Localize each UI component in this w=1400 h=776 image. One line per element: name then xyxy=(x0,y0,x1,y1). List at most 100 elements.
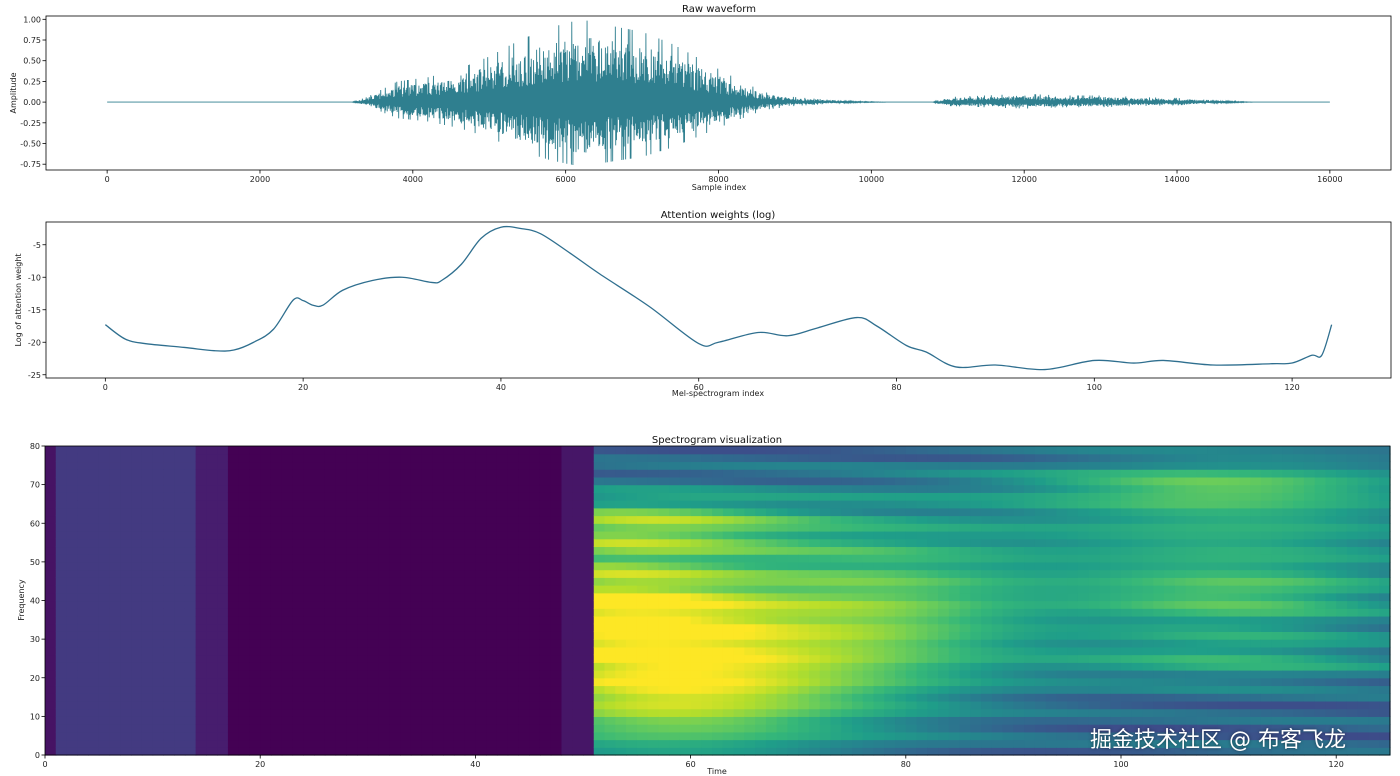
spectrogram-cell xyxy=(959,592,971,602)
spectrogram-cell xyxy=(1067,453,1079,463)
spectrogram-cell xyxy=(1088,538,1101,548)
spectrogram-cell xyxy=(690,631,702,640)
spectrogram-cell xyxy=(593,585,606,594)
spectrogram-cell xyxy=(862,608,875,617)
spectrogram-cell xyxy=(1088,731,1101,741)
spectrogram-cell xyxy=(636,747,649,756)
spectrogram-cell xyxy=(927,731,939,741)
spectrogram-cell xyxy=(496,461,509,470)
spectrogram-cell xyxy=(45,646,57,656)
spectrogram-cell xyxy=(1346,615,1359,625)
spectrogram-cell xyxy=(98,677,111,687)
spectrogram-cell xyxy=(830,708,842,717)
spectrogram-cell xyxy=(98,569,111,578)
spectrogram-cell xyxy=(991,708,1004,717)
spectrogram-cell xyxy=(1314,747,1327,756)
spectrogram-cell xyxy=(679,484,692,493)
spectrogram-cell xyxy=(238,446,251,455)
spectrogram-cell xyxy=(583,500,595,509)
spectrogram-cell xyxy=(755,654,767,663)
spectrogram-cell xyxy=(475,670,487,679)
spectrogram-cell xyxy=(755,600,767,609)
spectrogram-cell xyxy=(1099,554,1111,563)
spectrogram-cell xyxy=(765,500,778,509)
spectrogram-cell xyxy=(303,662,315,671)
spectrogram-cell xyxy=(357,476,369,486)
spectrogram-cell xyxy=(776,646,789,656)
spectrogram-cell xyxy=(905,747,918,756)
spectrogram-cell xyxy=(1164,639,1176,648)
spectrogram-cell xyxy=(873,700,885,710)
spectrogram-cell xyxy=(808,700,821,710)
spectrogram-cell xyxy=(604,654,616,663)
spectrogram-cell xyxy=(1196,739,1208,748)
spectrogram-cell xyxy=(496,538,509,548)
spectrogram-cell xyxy=(217,646,229,656)
spectrogram-cell xyxy=(1250,461,1262,470)
spectrogram-cell xyxy=(1260,700,1273,710)
spectrogram-cell xyxy=(281,747,294,756)
spectrogram-cell xyxy=(852,623,864,632)
spectrogram-cell xyxy=(421,700,433,710)
spectrogram-cell xyxy=(1099,492,1111,501)
spectrogram-cell xyxy=(550,685,563,694)
spectrogram-cell xyxy=(45,577,57,586)
spectrogram-cell xyxy=(819,546,832,555)
spectrogram-cell xyxy=(690,646,702,656)
spectrogram-cell xyxy=(1357,546,1370,555)
spectrogram-cell xyxy=(249,577,261,586)
spectrogram-cell xyxy=(367,585,380,594)
spectrogram-cell xyxy=(529,731,541,741)
spectrogram-cell xyxy=(722,492,735,501)
spectrogram-cell xyxy=(1153,693,1165,702)
spectrogram-cell xyxy=(852,561,864,571)
spectrogram-cell xyxy=(938,654,950,663)
spectrogram-cell xyxy=(335,530,347,540)
spectrogram-cell xyxy=(679,577,692,586)
spectrogram-cell xyxy=(733,677,745,687)
spectrogram-cell xyxy=(895,631,907,640)
spectrogram-cell xyxy=(410,530,423,540)
spectrogram-cell xyxy=(970,484,982,493)
spectrogram-cell xyxy=(1034,484,1047,493)
spectrogram-cell xyxy=(991,577,1004,586)
spectrogram-cell xyxy=(453,492,466,501)
spectrogram-cell xyxy=(712,731,724,741)
spectrogram-cell xyxy=(281,446,294,455)
spectrogram-cell xyxy=(701,469,713,478)
spectrogram-cell xyxy=(1099,615,1111,625)
spectrogram-cell xyxy=(895,515,907,524)
spectrogram-cell xyxy=(238,507,251,517)
spectrogram-cell xyxy=(1024,716,1036,725)
spectrogram-cell xyxy=(1034,446,1047,455)
spectrogram-cell xyxy=(270,631,283,640)
spectrogram-cell xyxy=(109,646,121,656)
spectrogram-cell xyxy=(626,646,638,656)
spectrogram-cell xyxy=(217,530,229,540)
spectrogram-cell xyxy=(131,492,143,501)
spectrogram-cell xyxy=(841,600,853,609)
spectrogram-cell xyxy=(615,600,627,609)
spectrogram-cell xyxy=(45,561,57,571)
spectrogram-cell xyxy=(496,523,509,532)
spectrogram-cell xyxy=(787,662,799,671)
spectrogram-cell xyxy=(486,623,498,632)
spectrogram-cell xyxy=(529,685,541,694)
spectrogram-cell xyxy=(475,453,487,463)
spectrogram-cell xyxy=(507,685,520,694)
spectrogram-cell xyxy=(905,446,918,455)
spectrogram-cell xyxy=(270,453,283,463)
spectrogram-cell xyxy=(453,747,466,756)
spectrogram-cell xyxy=(314,507,326,517)
spectrogram-cell xyxy=(1357,500,1370,509)
spectrogram-cell xyxy=(475,446,487,455)
spectrogram-cell xyxy=(378,446,390,455)
spectrogram-cell xyxy=(550,461,563,470)
spectrogram-cell xyxy=(453,631,466,640)
spectrogram-cell xyxy=(819,592,832,602)
spectrogram-cell xyxy=(1293,708,1305,717)
spectrogram-cell xyxy=(787,577,799,586)
spectrogram-cell xyxy=(1217,492,1230,501)
spectrogram-cell xyxy=(475,484,487,493)
spectrogram-cell xyxy=(948,569,961,578)
